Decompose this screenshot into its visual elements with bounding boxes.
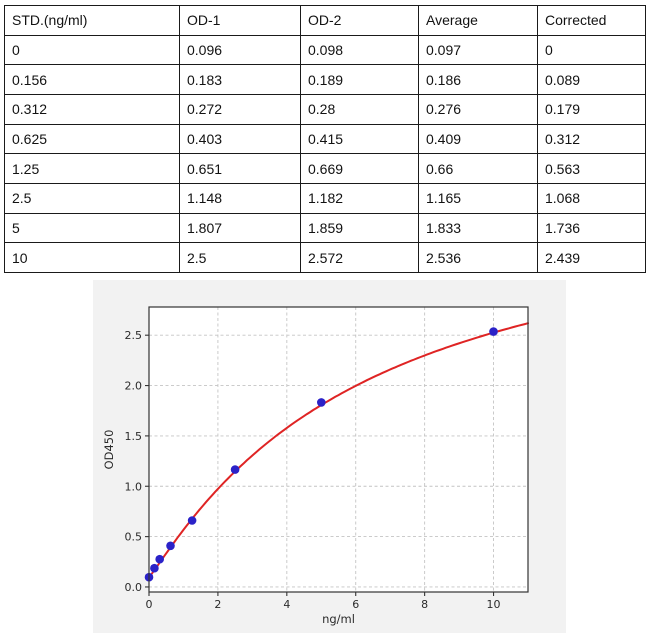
x-tick-label: 6 bbox=[352, 598, 359, 611]
table-cell: 0.409 bbox=[418, 123, 538, 155]
table-cell: 2.5 bbox=[4, 182, 180, 214]
axes-border bbox=[148, 306, 529, 593]
table-cell: 0 bbox=[4, 34, 180, 66]
data-point bbox=[489, 327, 498, 336]
table-row: 1.25 0.651 0.669 0.66 0.563 bbox=[4, 153, 646, 184]
column-header-od2: OD-2 bbox=[300, 5, 419, 36]
table-cell: 2.536 bbox=[418, 242, 538, 273]
table-cell: 0.66 bbox=[418, 153, 538, 184]
data-point bbox=[150, 563, 159, 573]
table-row: 0.312 0.272 0.28 0.276 0.179 bbox=[4, 93, 646, 125]
table-cell: 0.186 bbox=[418, 64, 538, 95]
table-cell: 10 bbox=[4, 242, 180, 273]
table-cell: 0.098 bbox=[300, 34, 419, 66]
y-tick-label: 2.5 bbox=[125, 329, 143, 342]
table-cell: 0.563 bbox=[537, 153, 646, 184]
column-header-corrected: Corrected bbox=[537, 5, 646, 36]
table-cell: 1.148 bbox=[179, 182, 301, 214]
table-cell: 1.736 bbox=[537, 212, 646, 244]
y-tick-label: 1.0 bbox=[125, 480, 143, 493]
data-point bbox=[317, 398, 326, 407]
table-cell: 2.5 bbox=[179, 242, 301, 273]
table-cell: 0.651 bbox=[179, 153, 301, 184]
table-row: 0.156 0.183 0.189 0.186 0.089 bbox=[4, 64, 646, 95]
table-cell: 1.25 bbox=[4, 153, 180, 184]
chart-panel: 0 2 4 6 8 10 0.0 0.5 1.0 1.5 2.0 2.5 ng/ml OD450 bbox=[93, 280, 566, 633]
data-point bbox=[230, 465, 240, 474]
table-cell: 1.182 bbox=[300, 182, 419, 214]
table-cell: 0.669 bbox=[300, 153, 419, 184]
table-cell: 1.859 bbox=[300, 212, 419, 244]
table-cell: 0.156 bbox=[4, 64, 180, 95]
plot-area bbox=[149, 307, 528, 592]
table-cell: 1.165 bbox=[418, 182, 538, 214]
column-header-od1: OD-1 bbox=[179, 5, 301, 36]
y-tick-label: 0.5 bbox=[125, 531, 143, 544]
table-cell: 0.183 bbox=[179, 64, 301, 95]
table-cell: 0.28 bbox=[300, 93, 419, 125]
x-axis-label: ng/ml bbox=[322, 612, 355, 626]
y-axis-label: OD450 bbox=[102, 430, 116, 470]
table-row: 2.5 1.148 1.182 1.165 1.068 bbox=[4, 182, 646, 214]
x-tick-label: 10 bbox=[487, 598, 501, 611]
table-cell: 0.403 bbox=[179, 123, 301, 155]
table-cell: 0.272 bbox=[179, 93, 301, 125]
data-point bbox=[166, 541, 175, 551]
column-header-average: Average bbox=[418, 5, 538, 36]
x-tick-label: 2 bbox=[214, 598, 221, 611]
x-tick-label: 0 bbox=[146, 598, 153, 611]
table-row: 0.625 0.403 0.415 0.409 0.312 bbox=[4, 123, 646, 155]
table-cell: 0.096 bbox=[179, 34, 301, 66]
table-cell: 0.276 bbox=[418, 93, 538, 125]
table-cell: 0.179 bbox=[537, 93, 646, 125]
table-cell: 0.312 bbox=[537, 123, 646, 155]
table-row: 10 2.5 2.572 2.536 2.439 bbox=[4, 242, 646, 273]
table-row: 0 0.096 0.098 0.097 0 bbox=[4, 34, 646, 66]
table-cell: 2.439 bbox=[537, 242, 646, 273]
x-tick-label: 4 bbox=[283, 598, 290, 611]
table-cell: 0.089 bbox=[537, 64, 646, 95]
y-tick-label: 2.0 bbox=[125, 380, 143, 393]
table-cell: 0.415 bbox=[300, 123, 419, 155]
table-cell: 0 bbox=[537, 34, 646, 66]
standard-curve-chart: 0 2 4 6 8 10 0.0 0.5 1.0 1.5 2.0 2.5 ng/ml OD450 bbox=[102, 306, 529, 626]
x-tick-label: 8 bbox=[421, 598, 428, 611]
table-cell: 1.807 bbox=[179, 212, 301, 244]
table-cell: 5 bbox=[4, 212, 180, 244]
table-cell: 1.068 bbox=[537, 182, 646, 214]
standards-table: STD.(ng/ml) OD-1 OD-2 Average Corrected … bbox=[4, 5, 646, 273]
fit-curve bbox=[148, 322, 529, 579]
table-cell: 0.625 bbox=[4, 123, 180, 155]
y-tick-label: 1.5 bbox=[125, 430, 143, 443]
table-cell: 0.097 bbox=[418, 34, 538, 66]
table-cell: 0.189 bbox=[300, 64, 419, 95]
data-point bbox=[155, 554, 164, 564]
table-cell: 2.572 bbox=[300, 242, 419, 273]
table-header-row: STD.(ng/ml) OD-1 OD-2 Average Corrected bbox=[4, 5, 646, 36]
table-cell: 0.312 bbox=[4, 93, 180, 125]
data-point bbox=[187, 516, 197, 525]
table-row: 5 1.807 1.859 1.833 1.736 bbox=[4, 212, 646, 244]
table-cell: 1.833 bbox=[418, 212, 538, 244]
column-header-std: STD.(ng/ml) bbox=[4, 5, 180, 36]
y-tick-label: 0.0 bbox=[125, 581, 143, 594]
